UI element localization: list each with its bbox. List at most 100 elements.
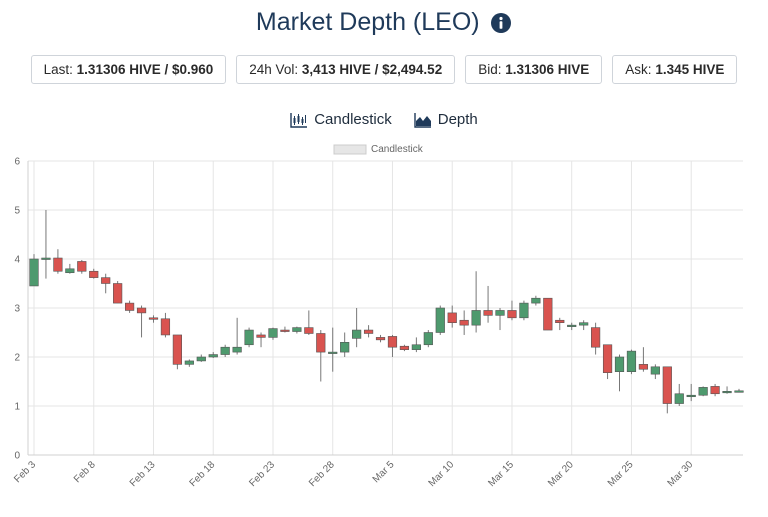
- candle[interactable]: [244, 327, 254, 348]
- candle-body: [101, 277, 111, 284]
- candle[interactable]: [160, 312, 171, 338]
- candle[interactable]: [507, 300, 517, 321]
- x-axis: Feb 3 Feb 8 Feb 13 Feb 18 Feb 23 Feb 28 Mar 5 M…: [12, 459, 695, 489]
- candle[interactable]: [459, 310, 469, 335]
- candle-body: [602, 344, 613, 373]
- candle-body: [591, 327, 601, 348]
- candle-body: [53, 257, 63, 272]
- tab-candlestick[interactable]: Candlestick: [290, 111, 392, 128]
- candle-body: [113, 283, 123, 304]
- candle[interactable]: [352, 308, 362, 348]
- candle[interactable]: [124, 300, 135, 313]
- candle-body: [160, 318, 171, 336]
- x-tick-label: Feb 8: [72, 459, 98, 485]
- candle[interactable]: [268, 327, 278, 340]
- candle[interactable]: [650, 364, 660, 380]
- candle[interactable]: [148, 315, 159, 323]
- candle[interactable]: [686, 383, 696, 402]
- candle-body: [698, 387, 708, 396]
- candle[interactable]: [53, 249, 63, 274]
- candle-body: [638, 364, 649, 370]
- candle[interactable]: [483, 285, 493, 323]
- candle-body: [41, 257, 51, 260]
- x-tick-label: Mar 15: [486, 459, 516, 489]
- candle[interactable]: [602, 344, 613, 380]
- candle[interactable]: [136, 305, 147, 338]
- candle[interactable]: [316, 330, 326, 382]
- candle[interactable]: [579, 320, 589, 331]
- tab-depth[interactable]: Depth: [414, 111, 478, 128]
- candle[interactable]: [399, 344, 410, 352]
- candle-body: [352, 329, 362, 339]
- candle[interactable]: [196, 354, 206, 362]
- candle[interactable]: [591, 322, 601, 355]
- candle-body: [316, 333, 326, 353]
- candle[interactable]: [519, 300, 529, 321]
- candle-body: [650, 366, 660, 375]
- candle[interactable]: [375, 334, 386, 343]
- candle[interactable]: [101, 273, 111, 294]
- x-tick-label: Mar 20: [546, 459, 576, 489]
- candle[interactable]: [722, 386, 732, 394]
- candle-body: [722, 391, 732, 394]
- candle[interactable]: [626, 349, 637, 375]
- candle[interactable]: [292, 326, 302, 334]
- candle[interactable]: [280, 326, 290, 333]
- y-tick-label: 2: [14, 353, 20, 364]
- y-tick-label: 3: [14, 304, 20, 315]
- candle[interactable]: [208, 352, 218, 358]
- candle-body: [626, 350, 637, 372]
- candle[interactable]: [662, 366, 672, 414]
- candle[interactable]: [495, 308, 505, 331]
- candle[interactable]: [65, 263, 75, 274]
- candle[interactable]: [304, 310, 314, 335]
- area-chart-icon: [414, 112, 431, 128]
- candle[interactable]: [41, 210, 51, 279]
- candle[interactable]: [614, 354, 625, 392]
- candle-body: [208, 354, 218, 358]
- candle[interactable]: [423, 330, 433, 348]
- candle[interactable]: [638, 347, 649, 372]
- candle[interactable]: [698, 386, 708, 397]
- candle[interactable]: [172, 334, 182, 370]
- candle[interactable]: [77, 259, 87, 274]
- candle-body: [77, 261, 87, 272]
- candle-body: [579, 322, 589, 326]
- candle[interactable]: [184, 359, 194, 367]
- candle[interactable]: [411, 337, 421, 353]
- candle[interactable]: [113, 281, 123, 304]
- candle-body: [519, 302, 529, 319]
- candle[interactable]: [363, 325, 374, 338]
- candle-body: [543, 297, 553, 331]
- candle[interactable]: [328, 327, 338, 372]
- ask-value: 1.345 HIVE: [655, 62, 725, 77]
- candle[interactable]: [555, 317, 565, 331]
- candle-body: [340, 342, 350, 353]
- candle[interactable]: [232, 317, 242, 355]
- candle[interactable]: [387, 334, 398, 357]
- page-title: Market Depth (LEO): [255, 8, 480, 36]
- candle[interactable]: [435, 305, 445, 335]
- candle[interactable]: [531, 295, 541, 306]
- candle-body: [184, 360, 194, 365]
- candle[interactable]: [340, 332, 350, 358]
- candle[interactable]: [220, 344, 230, 357]
- candle[interactable]: [29, 254, 39, 287]
- chart-legend[interactable]: Candlestick: [333, 144, 424, 155]
- candle-body: [495, 310, 505, 316]
- candle[interactable]: [674, 383, 684, 406]
- candle[interactable]: [543, 297, 553, 331]
- candle[interactable]: [447, 305, 457, 328]
- candle[interactable]: [256, 332, 266, 348]
- candle[interactable]: [567, 322, 577, 331]
- ask-label: Ask:: [625, 62, 652, 77]
- info-circle-icon[interactable]: [490, 12, 512, 34]
- candle[interactable]: [471, 271, 481, 333]
- legend-swatch: [333, 144, 367, 155]
- candle[interactable]: [89, 268, 99, 279]
- candle[interactable]: [734, 388, 744, 393]
- y-tick-label: 1: [14, 402, 20, 413]
- volume-box: 24h Vol: 3,413 HIVE / $2,494.52: [236, 55, 456, 84]
- candle[interactable]: [710, 383, 720, 397]
